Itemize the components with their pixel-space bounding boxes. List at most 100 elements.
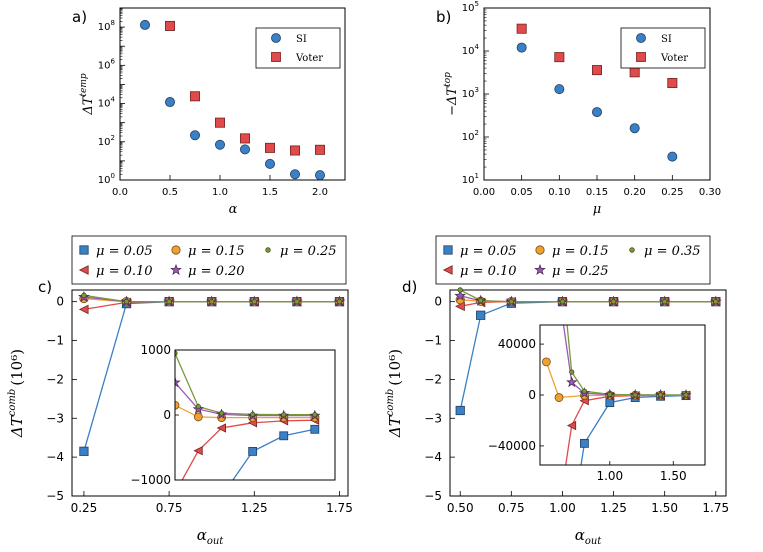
x-tick-label: 1.25: [241, 501, 268, 515]
data-point: [559, 298, 566, 305]
legend-marker: [442, 265, 453, 275]
y-tick-label: 105: [462, 0, 479, 14]
inset-y-tick-label: 40000: [498, 337, 536, 351]
inset-data-point: [580, 438, 589, 448]
legend-marker: [171, 245, 181, 255]
inset-data-point: [607, 391, 613, 397]
inset-data-point: [566, 420, 577, 431]
x-tick-label: 0.25: [661, 187, 683, 198]
panel-c-legend-box: [71, 235, 347, 285]
x-tick-label: 1.5: [262, 187, 278, 198]
panel-a-ylabel: ΔTtemp: [79, 73, 96, 116]
voter-point: [592, 65, 603, 76]
data-point: [476, 310, 486, 320]
inset-data-point: [632, 392, 638, 398]
legend-label: μ = 0.10: [96, 264, 153, 279]
y-tick-label: 103: [462, 86, 479, 100]
data-point: [477, 297, 484, 304]
si-point: [239, 144, 250, 155]
x-tick-label: 0.75: [156, 501, 183, 515]
panel-c-inset: −1000 0 1000: [130, 343, 336, 543]
x-tick-label: 0.0: [112, 187, 128, 198]
panel-d-label: d): [402, 278, 417, 296]
data-point: [208, 298, 215, 305]
inset-series-line: [175, 382, 315, 417]
x-tick-label: 0.30: [699, 187, 721, 198]
inset-y-tick-label: 1000: [140, 343, 171, 357]
legend-voter-marker: [271, 52, 281, 62]
voter-point: [264, 142, 275, 153]
x-tick-label: 0.50: [447, 501, 474, 515]
inset-data-point: [216, 423, 227, 433]
panel-a-legend-box: [255, 27, 341, 69]
panel-a-legend: SI Voter: [255, 27, 341, 69]
voter-point: [289, 145, 300, 156]
y-tick-label: −3: [424, 411, 442, 425]
si-point: [667, 151, 678, 162]
voter-point: [629, 67, 640, 78]
y-tick-label: −1: [46, 334, 64, 348]
legend-marker: [534, 263, 546, 276]
panel-a-label: a): [72, 8, 87, 26]
si-point: [214, 139, 225, 150]
x-tick-label: 1.50: [651, 501, 678, 515]
si-point: [189, 130, 200, 141]
x-tick-label: 1.75: [702, 501, 729, 515]
data-point: [123, 298, 130, 305]
data-point: [336, 298, 343, 305]
panel-d-legend-box: [435, 235, 711, 285]
si-point: [139, 19, 150, 30]
voter-point: [667, 78, 678, 89]
legend-marker: [629, 247, 635, 253]
inset-y-tick-label: −40000: [488, 439, 536, 453]
si-point: [516, 42, 527, 53]
data-point: [508, 298, 515, 305]
x-tick-label: 0.15: [586, 187, 608, 198]
panel-d-xlabel: αout: [575, 526, 603, 547]
inset-data-point: [581, 388, 588, 394]
y-tick-label: −4: [46, 450, 64, 464]
panel-b-legend-box: [620, 27, 706, 69]
x-tick-label: 0.5: [162, 187, 178, 198]
panel-b-xlabel: μ: [593, 202, 601, 217]
panel-d-axes-frame: [449, 289, 727, 497]
inset-data-point: [312, 412, 318, 418]
data-point: [81, 292, 87, 299]
data-point: [455, 405, 465, 416]
panel-d-ylabel: ΔTcomb(10⁶): [385, 349, 404, 438]
voter-point: [554, 52, 565, 63]
si-point: [289, 169, 300, 180]
inset-data-point: [248, 446, 258, 456]
y-tick-label: 0: [56, 295, 64, 309]
data-point: [251, 298, 258, 305]
y-tick-label: 100: [98, 172, 115, 186]
legend-voter-marker: [636, 52, 646, 62]
panel-c-legend: μ = 0.05 μ = 0.15 μ = 0.25 μ = 0.10 μ = 0.20: [71, 235, 347, 285]
y-tick-label: 104: [98, 96, 116, 110]
data-point: [79, 446, 89, 456]
voter-point: [214, 117, 225, 128]
data-point: [457, 287, 463, 293]
series-line: [460, 301, 716, 307]
x-tick-label: 0.05: [511, 187, 533, 198]
y-tick-label: 104: [462, 43, 480, 57]
si-point: [314, 170, 325, 181]
inset-data-point: [175, 400, 180, 410]
si-point: [629, 123, 640, 134]
panel-a-xlabel: α: [229, 202, 238, 217]
legend-voter-label: Voter: [660, 53, 688, 64]
x-tick-label: 0.10: [548, 187, 570, 198]
voter-point: [314, 144, 325, 155]
legend-label: μ = 0.25: [552, 264, 609, 279]
legend-si-marker: [636, 33, 646, 43]
inset-data-point: [171, 535, 179, 543]
data-point: [78, 304, 89, 315]
inset-data-point: [175, 376, 181, 388]
inset-data-point: [193, 412, 203, 422]
inset-data-point: [195, 403, 201, 410]
panel-c-axes-frame: [71, 289, 349, 497]
y-tick-label: −1: [424, 334, 442, 348]
y-tick-label: −3: [46, 411, 64, 425]
panel-d-inset: −40000 0 40000 1.00 1.50: [488, 324, 706, 483]
panel-a: a) α ΔTtemp 0.0 0.5 1.0 1.5 2.0 100 102 104 106 1…: [72, 7, 346, 217]
